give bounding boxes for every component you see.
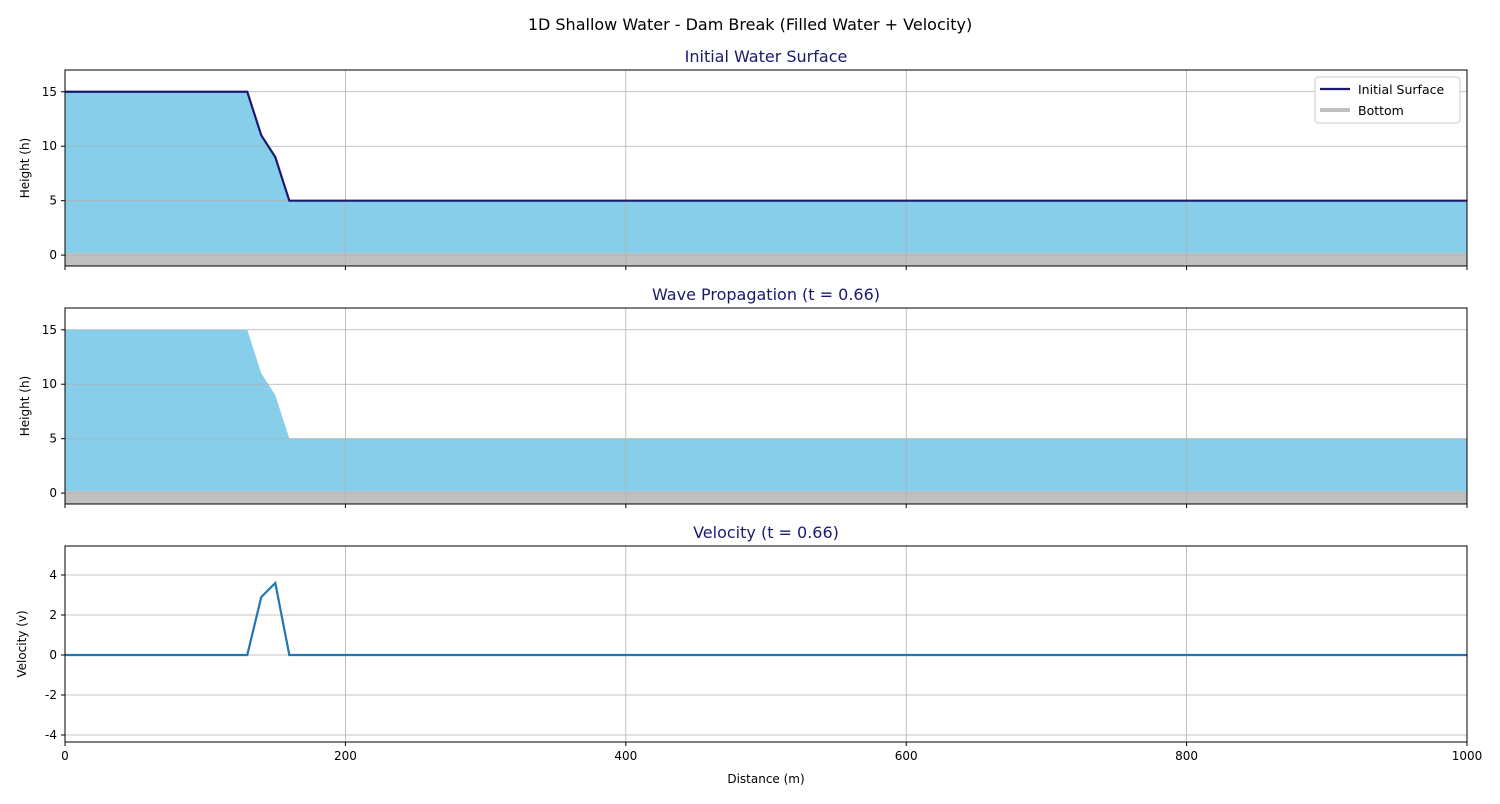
y-tick-label: 0 xyxy=(49,248,57,262)
y-tick-label: 5 xyxy=(49,194,57,208)
subplot-title: Wave Propagation (t = 0.66) xyxy=(652,285,880,304)
y-axis-label: Height (h) xyxy=(18,376,32,436)
y-tick-label: 4 xyxy=(49,568,57,582)
x-tick-label: 400 xyxy=(614,749,637,763)
bottom-band xyxy=(65,490,1467,504)
y-tick-label: 0 xyxy=(49,486,57,500)
y-tick-label: -2 xyxy=(45,688,57,702)
y-tick-label: 0 xyxy=(49,648,57,662)
y-tick-label: 10 xyxy=(42,139,57,153)
y-tick-label: 5 xyxy=(49,432,57,446)
x-tick-label: 200 xyxy=(334,749,357,763)
figure-title: 1D Shallow Water - Dam Break (Filled Wat… xyxy=(528,15,972,34)
legend: Initial Surface Bottom xyxy=(1314,76,1461,124)
axes-frame xyxy=(64,69,1468,267)
axes-frame xyxy=(64,307,1468,505)
x-axis-label: Distance (m) xyxy=(727,772,804,786)
subplot-title: Initial Water Surface xyxy=(685,47,848,66)
legend-frame xyxy=(1314,76,1461,124)
y-tick-label: -4 xyxy=(45,728,57,742)
series-line xyxy=(65,580,1467,657)
x-tick-label: 1000 xyxy=(1452,749,1483,763)
axes-frame xyxy=(64,545,1468,743)
legend-label: Initial Surface xyxy=(1358,82,1444,97)
x-tick-label: 800 xyxy=(1175,749,1198,763)
y-tick-label: 15 xyxy=(42,85,57,99)
y-tick-label: 15 xyxy=(42,323,57,337)
y-tick-label: 10 xyxy=(42,377,57,391)
y-axis-label: Velocity (v) xyxy=(15,610,29,677)
bottom-band xyxy=(65,252,1467,266)
legend-label: Bottom xyxy=(1358,103,1404,118)
x-tick-label: 600 xyxy=(895,749,918,763)
subplot-title: Velocity (t = 0.66) xyxy=(693,523,839,542)
water-fill xyxy=(65,91,1467,256)
water-fill xyxy=(65,329,1467,494)
subplot-3: 0 200 400 600 800 1000 -4 -2 0 2 4 Velocity (t = 0.… xyxy=(15,523,1482,786)
x-tick-label: 0 xyxy=(61,749,69,763)
subplot-1: 0 5 10 15 Initial Water Surface Height (h) Ini… xyxy=(18,47,1468,270)
y-axis-label: Height (h) xyxy=(18,138,32,198)
series-line xyxy=(65,90,1467,202)
subplot-2: 0 5 10 15 Wave Propagation (t = 0.66) Height … xyxy=(18,285,1468,508)
y-tick-label: 2 xyxy=(49,608,57,622)
